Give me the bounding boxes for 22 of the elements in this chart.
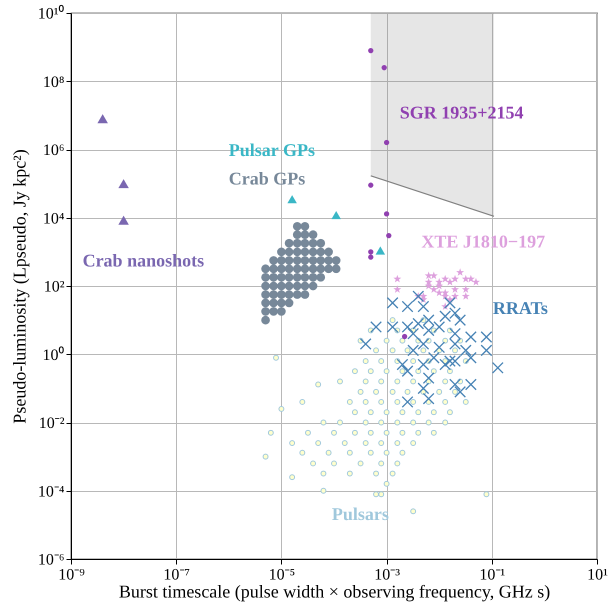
x-axis-title: Burst timescale (pulse width × observing frequency, GHz s) (118, 582, 550, 602)
y-axis-title: Pseudo-luminosity (Lpseudo, Jy kpc²) (10, 149, 30, 424)
y-tick-label: 10⁻⁶ (38, 552, 64, 568)
x-tick-label: 10⁻¹ (479, 566, 506, 584)
y-tick-label: 10¹⁰ (38, 4, 64, 22)
y-tick-label: 10⁰ (42, 346, 64, 364)
y-tick-label: 10² (44, 278, 65, 296)
x-tick-label: 10¹ (587, 566, 608, 584)
series-label: RRATs (492, 298, 548, 318)
series-label: SGR 1935+2154 (400, 102, 524, 123)
y-tick-label: 10⁻⁴ (38, 483, 65, 500)
text: Pulsar GPs (228, 140, 315, 160)
x-tick-label: 10⁻⁵ (268, 566, 296, 584)
y-tick-label: 10⁸ (42, 74, 64, 91)
y-tick-label: 10⁶ (42, 142, 64, 159)
series-label: Crab GPs (228, 168, 306, 189)
x-tick-label: 10⁻⁷ (163, 566, 190, 584)
y-tick-label: 10⁴ (42, 210, 65, 228)
x-tick-label: 10⁻³ (374, 566, 400, 584)
y-tick-label: 10⁻² (38, 415, 65, 432)
x-tick-label: 10⁻⁹ (58, 566, 86, 584)
text: Crab nanoshots (82, 250, 204, 270)
